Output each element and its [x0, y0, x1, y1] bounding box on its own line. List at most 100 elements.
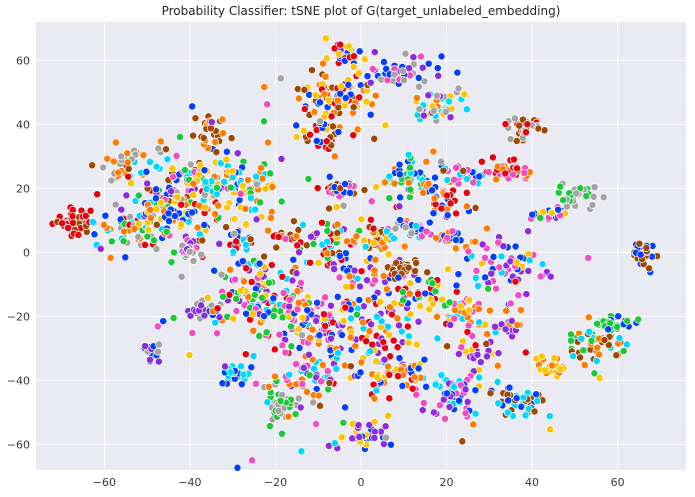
scatter-point: [308, 66, 316, 75]
scatter-point: [493, 361, 502, 370]
scatter-point: [141, 342, 150, 351]
scatter-point: [417, 52, 425, 61]
scatter-point: [323, 249, 332, 258]
scatter-point: [585, 327, 594, 336]
scatter-point: [337, 433, 346, 442]
scatter-point: [219, 129, 227, 138]
scatter-point: [404, 150, 413, 159]
scatter-point: [81, 211, 90, 220]
scatter-point: [288, 276, 297, 285]
scatter-point: [238, 257, 247, 266]
scatter-point: [355, 93, 364, 102]
scatter-point: [145, 157, 154, 166]
scatter-point: [419, 111, 428, 120]
scatter-point: [379, 338, 388, 346]
scatter-point: [162, 227, 171, 236]
scatter-point: [404, 263, 413, 272]
scatter-point: [437, 157, 445, 166]
scatter-point: [306, 258, 315, 267]
scatter-point: [339, 201, 348, 210]
scatter-point: [216, 159, 225, 168]
scatter-point: [419, 188, 428, 197]
scatter-point: [351, 342, 360, 350]
scatter-point: [227, 134, 236, 143]
scatter-point: [267, 213, 275, 222]
scatter-point: [497, 252, 506, 261]
scatter-point: [261, 184, 270, 193]
scatter-point: [472, 266, 481, 275]
scatter-point: [247, 194, 255, 203]
scatter-point: [546, 272, 555, 281]
scatter-point: [188, 208, 197, 217]
scatter-point: [471, 341, 480, 350]
scatter-point: [237, 380, 246, 389]
scatter-point: [412, 221, 421, 230]
scatter-point: [144, 225, 153, 234]
scatter-point: [222, 223, 231, 232]
scatter-point: [246, 235, 255, 244]
scatter-point: [346, 333, 355, 342]
scatter-point: [309, 239, 318, 248]
scatter-point: [385, 330, 393, 339]
scatter-point: [332, 203, 341, 211]
scatter-point: [260, 117, 268, 126]
scatter-point: [107, 237, 116, 246]
scatter-point: [380, 178, 389, 187]
scatter-point: [399, 67, 408, 76]
scatter-point: [257, 164, 265, 173]
scatter-point: [170, 248, 178, 257]
scatter-point: [604, 340, 613, 349]
scatter-point: [143, 232, 152, 241]
scatter-point: [323, 367, 332, 376]
scatter-point: [452, 209, 461, 218]
y-tick-label: 0: [23, 246, 30, 259]
scatter-point: [423, 268, 432, 277]
scatter-point: [323, 237, 332, 246]
scatter-point: [265, 278, 273, 287]
scatter-point: [289, 255, 298, 264]
scatter-point: [538, 260, 547, 268]
scatter-point: [556, 182, 565, 191]
scatter-point: [511, 277, 520, 286]
scatter-point: [559, 196, 568, 205]
scatter-point: [260, 83, 269, 92]
scatter-point: [409, 53, 418, 62]
scatter-point: [120, 227, 129, 236]
scatter-point: [223, 203, 232, 212]
scatter-point: [370, 134, 379, 143]
scatter-point: [446, 320, 455, 329]
scatter-point: [355, 296, 364, 304]
scatter-point: [106, 253, 115, 262]
scatter-point: [335, 273, 344, 282]
scatter-point: [313, 298, 322, 307]
y-tick-label: −60: [7, 438, 30, 451]
scatter-point: [353, 310, 361, 319]
scatter-point: [321, 34, 330, 43]
scatter-point: [376, 297, 385, 306]
scatter-point: [200, 166, 209, 175]
scatter-point: [334, 49, 343, 58]
scatter-point: [339, 418, 348, 427]
scatter-point: [278, 341, 287, 350]
scatter-point: [429, 147, 438, 156]
scatter-point: [163, 155, 172, 164]
scatter-point: [157, 198, 166, 207]
scatter-point: [341, 403, 350, 412]
scatter-point: [584, 313, 593, 322]
scatter-point: [101, 211, 110, 220]
scatter-point: [437, 52, 446, 61]
scatter-point: [330, 265, 339, 274]
scatter-point: [463, 397, 472, 406]
scatter-point: [491, 322, 499, 331]
scatter-point: [212, 148, 221, 157]
scatter-point: [361, 242, 370, 251]
scatter-point: [429, 106, 438, 115]
scatter-point: [463, 328, 472, 336]
scatter-point: [321, 293, 330, 302]
scatter-point: [139, 151, 148, 160]
scatter-point: [141, 240, 149, 249]
scatter-point: [169, 173, 178, 181]
scatter-point: [471, 203, 480, 212]
scatter-point: [424, 59, 433, 68]
scatter-point: [355, 432, 364, 441]
